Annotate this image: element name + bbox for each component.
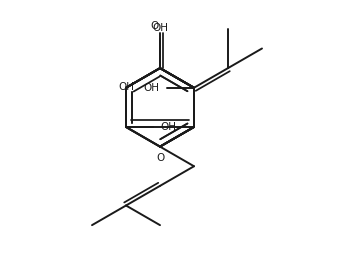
Text: O: O <box>156 153 164 163</box>
Text: OH: OH <box>161 122 177 132</box>
Text: OH: OH <box>152 23 168 33</box>
Text: OH: OH <box>143 83 159 93</box>
Text: O: O <box>150 21 158 31</box>
Text: OH: OH <box>118 82 134 92</box>
